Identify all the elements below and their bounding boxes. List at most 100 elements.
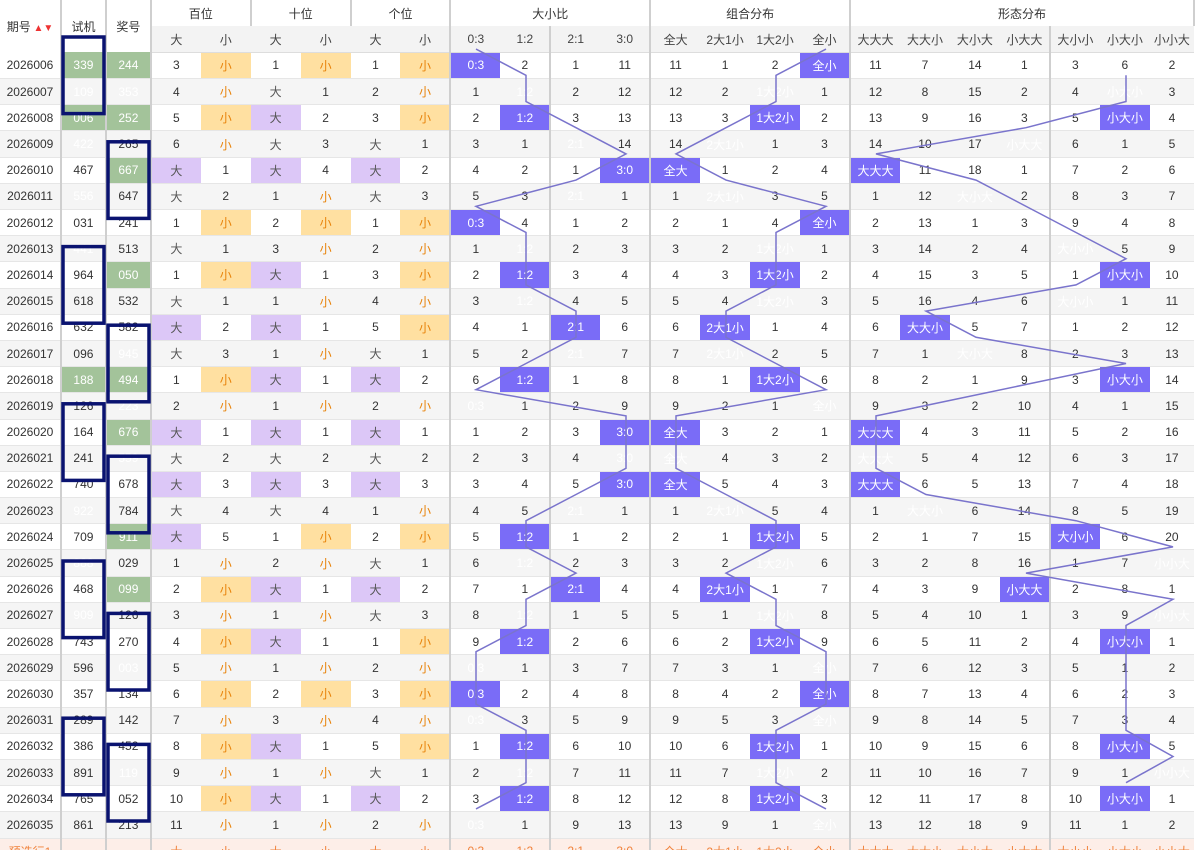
table-row[interactable]: 2026021 241 559 大 2 大 2 大 2 2 3 4 3:0 全大 4 3 2 大大大 5 4 12 6 3 1… xyxy=(0,445,1194,472)
sort-arrow-icon[interactable]: ▲▼ xyxy=(30,22,54,34)
trend-cell: 17 xyxy=(949,130,1000,158)
trend-cell: 9 xyxy=(1049,209,1100,237)
trend-cell: 13 xyxy=(899,209,950,237)
trend-cell: 8 xyxy=(949,549,1000,577)
trend-cell: 8 xyxy=(150,733,201,760)
preselect-option[interactable]: 小小大 xyxy=(1149,838,1194,850)
trend-cell: 1 xyxy=(200,235,251,263)
preselect-label[interactable]: 预选行1 xyxy=(0,838,62,850)
preselect-option[interactable]: 大大大 xyxy=(850,838,900,850)
table-row[interactable]: 2026010 467 667 大 1 大 4 大 2 4 2 1 3:0 全大 1 2 4 大大大 11 18 1 7 2… xyxy=(0,157,1194,184)
trend-cell: 3 xyxy=(600,549,652,577)
trend-cell: 1 xyxy=(750,654,801,682)
table-row[interactable]: 2026031 289 142 7 小 3 小 4 小 0:3 3 5 9 9 5 3 全小 9 8 14 5 7 3 4 xyxy=(0,707,1194,734)
preselect-option[interactable]: 小大大 xyxy=(999,838,1051,850)
preselect-option[interactable]: 3:0 xyxy=(600,838,652,850)
trend-cell: 3 xyxy=(1049,52,1100,80)
table-row[interactable]: 2026014 964 050 1 小大 1 3 小 2 1:2 3 4 4 3 1大2小 2 4 15 3 5 1 小大… xyxy=(0,261,1194,289)
trend-cell: 9 xyxy=(550,811,601,839)
trend-cell: 3 xyxy=(700,261,751,289)
table-row[interactable]: 2026012 031 241 1 小 2 小 1 小 0:3 4 1 2 2 1 4 全小 2 13 1 3 9 4 8 xyxy=(0,209,1194,237)
preselect-option[interactable]: 大 xyxy=(350,838,401,850)
preselect-option[interactable]: 0:3 xyxy=(450,838,501,850)
preselect-option[interactable]: 大小大 xyxy=(949,838,1000,850)
table-row[interactable]: 2026019 126 223 2 小 1 小 2 小 0:3 1 2 9 9 2 1 全小 9 3 2 10 4 1 15 xyxy=(0,392,1194,420)
table-row[interactable]: 2026035 861 213 11 小 1 小 2 小 0:3 1 9 13 13 9 1 全小 13 12 18 9… xyxy=(0,811,1194,839)
table-row[interactable]: 2026024 709 911 大 5 1 小 2 小 5 1:2 1 2 2 1 1大2小 5 2 1 7 15 大小小… xyxy=(0,523,1194,551)
hit-cell: 2大1小 xyxy=(700,497,751,525)
trend-cell: 2 xyxy=(1149,654,1194,682)
preselect-option[interactable]: 大小小 xyxy=(1049,838,1100,850)
preselect-option[interactable]: 小 xyxy=(400,838,452,850)
trend-cell: 5 xyxy=(500,497,552,525)
preselect-option[interactable]: 全小 xyxy=(800,838,851,850)
trend-cell: 2 xyxy=(850,209,900,237)
table-row[interactable]: 2026008 006 252 5 小大 2 3 小 2 1:2 3 13 13 3 1大2小 2 13 9 16 3… xyxy=(0,104,1194,132)
preselect-option[interactable]: 1:2 xyxy=(500,838,552,850)
table-row[interactable]: 2026033 891 119 9 小 1 小大 1 2 1:2 7 11 11 7 1大2小 2 11 10 16… xyxy=(0,759,1194,787)
preselect-option[interactable]: 大 xyxy=(150,838,201,850)
trend-cell: 1 xyxy=(1099,759,1150,787)
trend-cell: 1 xyxy=(800,419,851,446)
table-row[interactable]: 2026034 765 052 10 小大 1 大 2 3 1:2 8 12 12 8 1大2小 3 12 11 1… xyxy=(0,785,1194,813)
trend-cell: 3 xyxy=(1099,340,1150,368)
table-row[interactable]: 2026009 422 265 6 小大 3 大 1 3 1 2:1 14 14 2大1小 1 3 14 10 17… xyxy=(0,130,1194,158)
preselect-option[interactable]: 1大2小 xyxy=(750,838,801,850)
trend-cell: 1 xyxy=(150,209,201,237)
table-row[interactable]: 2026025 888 029 1 小 2 小大 1 6 1:2 2 3 3 2 1大2小 6 3 2 8 16 1 7 小… xyxy=(0,549,1194,577)
preselect-option[interactable]: 大大小 xyxy=(899,838,950,850)
table-row[interactable]: 2026018 188 494 1 小大 1 大 2 6 1:2 1 8 8 1 1大2小 6 8 2 1 9 3 小大小… xyxy=(0,366,1194,394)
trend-cell: 4 xyxy=(800,314,851,341)
trend-cell: 6 xyxy=(999,733,1051,760)
trend-cell: 4 xyxy=(999,680,1051,708)
preselect-option[interactable]: 小大小 xyxy=(1099,838,1150,850)
period-cell: 2026035 xyxy=(0,811,62,839)
trend-cell: 14 xyxy=(899,235,950,263)
preselect-option[interactable]: 大 xyxy=(250,838,301,850)
trend-cell: 1 xyxy=(600,497,652,525)
preselect-option[interactable]: 2大1小 xyxy=(700,838,751,850)
table-row[interactable]: 2026007 109 353 4 小大 1 2 小 1 1:2 2 12 12 2 1大2小 1 12 8 15 2… xyxy=(0,78,1194,106)
table-row[interactable]: 2026029 596 003 5 小 1 小 2 小 0:3 1 3 7 7 3 1 全小 7 6 12 3 5 1 2 xyxy=(0,654,1194,682)
hit-cell: 小小大 xyxy=(1149,759,1194,787)
draw-number: 353 xyxy=(105,78,152,106)
trend-cell: 8 xyxy=(800,602,851,630)
trend-cell: 小 xyxy=(300,52,351,80)
table-row[interactable]: 2026023 922 784 大 4 大 4 1 小 4 5 2:1 1 1 2大1小 5 4 1 大大小 6 14 8… xyxy=(0,497,1194,525)
trend-cell: 1 xyxy=(250,523,301,551)
trend-cell: 2 xyxy=(450,104,501,132)
table-row[interactable]: 2026027 909 126 3 小 1 小大 3 8 1:2 1 5 5 1 1大2小 8 5 4 10 1 3 9 小… xyxy=(0,602,1194,630)
trend-cell: 6 xyxy=(650,628,701,656)
trend-cell: 7 xyxy=(899,52,950,80)
table-row[interactable]: 2026016 632 582 大 2 大 1 5 小 4 1 2:1 6 6 2大1小 1 4 6 大大小 5 7 1 2… xyxy=(0,314,1194,341)
trend-cell: 5 xyxy=(550,707,601,734)
table-row[interactable]: 2026013 441 513 大 1 3 小 2 小 1 1:2 2 3 3 2 1大2小 1 3 14 2 4 大小小… xyxy=(0,235,1194,263)
period-header[interactable]: 期号 ▲▼ xyxy=(0,0,62,53)
table-row[interactable]: 2026026 468 099 2 小大 1 大 2 7 1 2:1 4 4 2大1小 1 7 4 3 9 小大大 2 8… xyxy=(0,576,1194,603)
table-row[interactable]: 2026017 096 945 大 3 1 小大 1 5 2 2:1 7 7 2大1小 2 5 7 1 大小大 8 2 3… xyxy=(0,340,1194,368)
hit-cell: 2大1小 xyxy=(700,130,751,158)
table-row[interactable]: 2026006 339 244 3 小 1 小 1 小 0:3 2 1 11 11 1 2 全小 11 7 14 1 3 6… xyxy=(0,52,1194,80)
table-row[interactable]: 2026028 743 270 4 小大 1 1 小 9 1:2 2 6 6 2 1大2小 9 6 5 11 2 4 小大… xyxy=(0,628,1194,656)
table-row[interactable]: 2026015 618 532 大 1 1 小 4 小 3 1:2 4 5 5 4 1大2小 3 5 16 4 6 大小小… xyxy=(0,288,1194,315)
preselect-option[interactable]: 全大 xyxy=(650,838,701,850)
table-row[interactable]: 2026022 740 678 大 3 大 3 大 3 3 4 5 3:0 全大 5 4 3 大大大 6 5 13 7 4 1… xyxy=(0,471,1194,499)
preselect-option[interactable]: 小 xyxy=(200,838,251,850)
trend-cell: 13 xyxy=(650,104,701,132)
table-row[interactable]: 2026011 556 647 大 2 1 小大 3 5 3 2:1 1 1 2大1小 3 5 1 12 大小大 2 8… xyxy=(0,183,1194,211)
table-row[interactable]: 2026020 164 676 大 1 大 1 大 1 1 2 3 3:0 全大 3 2 1 大大大 4 3 11 5 2 1… xyxy=(0,419,1194,446)
trend-cell: 3 xyxy=(150,52,201,80)
trend-cell: 7 xyxy=(650,340,701,368)
preselect-option[interactable]: 2:1 xyxy=(550,838,601,850)
table-row[interactable]: 2026030 357 134 6 小 2 小 3 小 0:3 2 4 8 8 4 2 全小 8 7 13 4 6 2 3 xyxy=(0,680,1194,708)
trend-cell: 15 xyxy=(899,261,950,289)
trend-cell: 2 xyxy=(750,680,801,708)
period-cell: 2026017 xyxy=(0,340,62,368)
header-row-sub: 大小大小大小 0:3 1:2 2:1 3:0 全大 2大1小 1大2小 全小 大大大 大大小 大小大小… xyxy=(0,26,1194,53)
preselect-row[interactable]: 预选行1--大小大小大小0:31:22:13:0全大2大1小1大2小全小大大大大… xyxy=(0,838,1194,850)
preselect-option[interactable]: 小 xyxy=(300,838,351,850)
table-row[interactable]: 2026032 386 452 8 小大 1 5 小 1 1:2 6 10 10 6 1大2小 1 10 9 15 6… xyxy=(0,733,1194,760)
trend-cell: 10 xyxy=(650,733,701,760)
trend-cell: 2 xyxy=(400,366,452,394)
